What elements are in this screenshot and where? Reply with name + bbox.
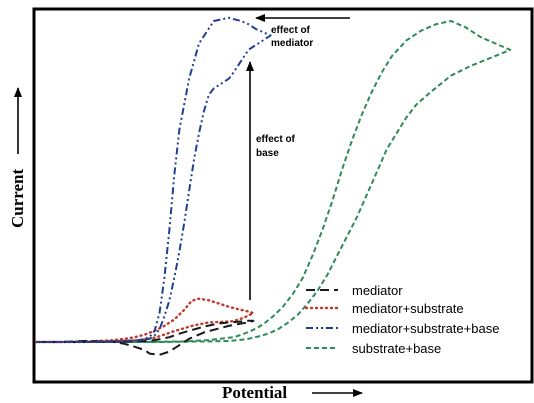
series-line-mediator-substrate-base bbox=[36, 16, 272, 343]
series-line-substrate-base bbox=[36, 20, 512, 343]
effect-of-base-line-1: effect of bbox=[256, 134, 296, 145]
legend-label-mediator-substrate-base: mediator+substrate+base bbox=[352, 321, 499, 336]
effect-of-mediator-line-1: effect of bbox=[271, 25, 311, 36]
effect-of-mediator-line-2: mediator bbox=[271, 38, 313, 49]
series-line-mediator-substrate bbox=[34, 297, 255, 344]
legend-label-mediator: mediator bbox=[352, 283, 403, 298]
series-layer bbox=[34, 16, 512, 356]
y-axis-title: Current bbox=[8, 168, 27, 228]
plot-frame bbox=[32, 7, 534, 384]
legend-label-mediator-substrate: mediator+substrate bbox=[352, 301, 464, 316]
effect-of-base-line-2: base bbox=[256, 148, 279, 159]
legend: mediator mediator+substrate mediator+sub… bbox=[304, 283, 499, 356]
x-axis-title: Potential bbox=[222, 383, 287, 402]
legend-label-substrate-base: substrate+base bbox=[352, 341, 441, 356]
series-line-mediator bbox=[36, 319, 255, 356]
